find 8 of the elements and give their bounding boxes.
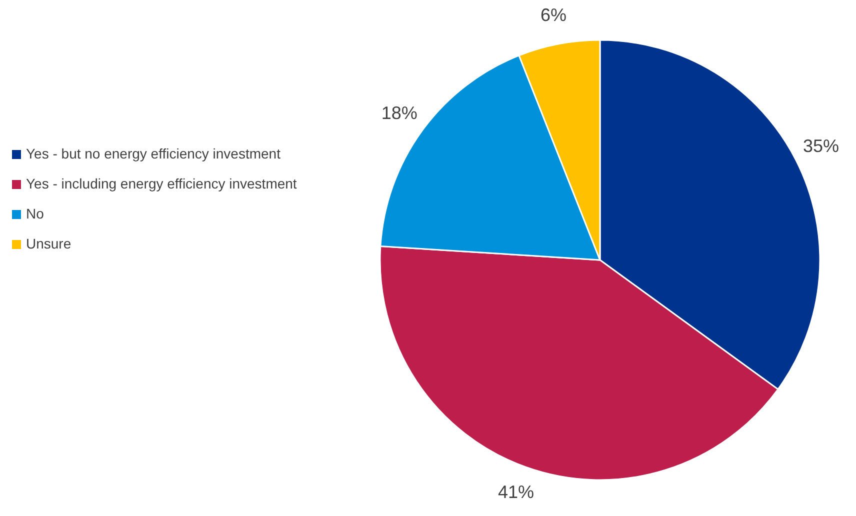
legend-label: Unsure (26, 236, 72, 252)
legend-label: Yes - but no energy efficiency investment (26, 146, 281, 162)
data-label: 6% (540, 5, 567, 26)
legend-label: Yes - including energy efficiency investment (26, 176, 297, 192)
data-label: 18% (381, 102, 418, 123)
data-label: 41% (498, 482, 534, 502)
data-label: 35% (802, 136, 839, 156)
legend-label: No (26, 206, 44, 222)
